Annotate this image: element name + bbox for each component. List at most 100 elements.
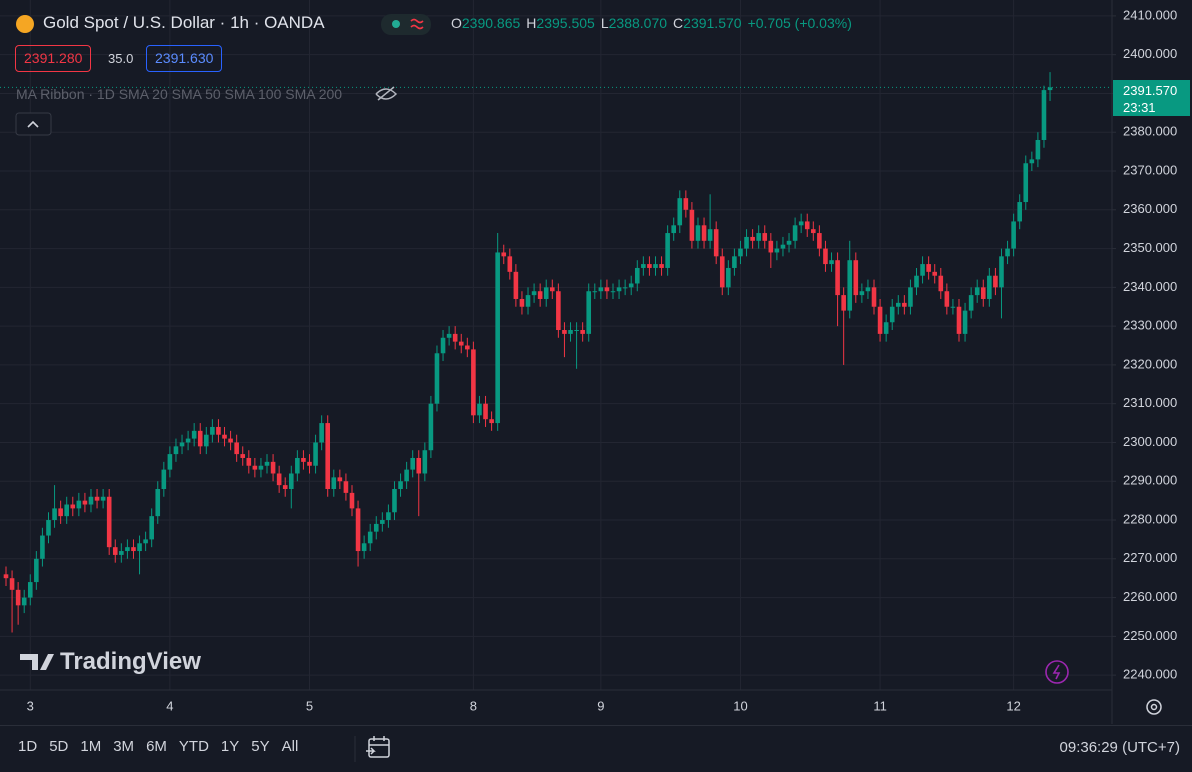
collapse-icon (27, 120, 39, 128)
range-button[interactable]: 3M (113, 738, 135, 755)
candle-body (950, 306, 956, 308)
candle-body (489, 419, 494, 424)
y-tick-label: 2340.000 (1123, 279, 1177, 294)
candle-body (610, 291, 616, 293)
candle-body (337, 477, 343, 482)
candle-body (628, 283, 634, 288)
candle-body (76, 500, 82, 509)
candle-body (665, 233, 670, 268)
candle-body (732, 256, 737, 268)
candle-body (3, 574, 9, 579)
candle-body (719, 256, 725, 288)
candle-body (1047, 87, 1053, 91)
candle-body (695, 225, 701, 241)
clock: 09:36:29 (UTC+7) (1059, 739, 1180, 756)
candle-body (513, 271, 519, 299)
candle-body (185, 438, 191, 443)
date-range-icon (366, 736, 389, 755)
candle-body (1017, 202, 1022, 222)
candle-body (847, 260, 853, 311)
candle-body (726, 267, 731, 288)
candle-body (94, 496, 100, 501)
candle-body (380, 520, 385, 524)
candle-body (604, 287, 610, 292)
y-tick-label: 2290.000 (1123, 473, 1177, 488)
change: +0.705 (+0.03%) (747, 15, 852, 31)
candle-body (647, 264, 652, 268)
spread: 35.0 (108, 51, 134, 66)
logo-icon (20, 654, 54, 670)
range-button[interactable]: 1D (18, 738, 38, 755)
candle-body (871, 287, 877, 307)
candle-body (137, 543, 142, 552)
candle-body (234, 442, 239, 455)
sell-price[interactable]: 2391.280 (15, 45, 92, 72)
settings-icon (1150, 703, 1158, 711)
candle-body (495, 252, 500, 424)
settings-button[interactable] (1146, 699, 1162, 715)
candle-body (889, 306, 895, 323)
y-tick-label: 2380.000 (1123, 124, 1177, 139)
candle-body (155, 489, 161, 517)
date-range-button[interactable] (368, 738, 390, 758)
candle-body (993, 275, 998, 288)
candle-body (713, 229, 719, 257)
range-button[interactable]: 1M (80, 738, 102, 755)
status-pill[interactable] (381, 14, 431, 35)
candle-body (786, 240, 792, 245)
collapse-button[interactable] (15, 112, 52, 136)
candle-body (228, 438, 233, 443)
candle-body (222, 434, 227, 439)
range-button[interactable]: 5Y (251, 738, 270, 755)
ohlc-readout: O 2390.865 H 2395.505 L 2388.070 C 2391.570 … (451, 15, 858, 31)
candle-body (616, 287, 622, 292)
y-tick-label: 2270.000 (1123, 550, 1177, 565)
range-button[interactable]: All (281, 738, 299, 755)
candle-body (301, 457, 306, 462)
candle-body (119, 551, 124, 555)
range-button[interactable]: 5D (49, 738, 69, 755)
candle-body (580, 330, 585, 334)
y-tick-label: 2260.000 (1123, 589, 1177, 604)
candle-body (902, 302, 907, 307)
candle-body (853, 260, 859, 296)
candle-body (82, 500, 88, 505)
x-tick-label: 11 (873, 698, 887, 713)
candle-body (343, 481, 349, 493)
range-button[interactable]: YTD (178, 738, 209, 755)
buy-price[interactable]: 2391.630 (146, 45, 223, 72)
candle-body (543, 287, 549, 299)
y-tick-label: 2300.000 (1123, 434, 1177, 449)
candle-body (1005, 248, 1010, 257)
ohlc-key: O (451, 15, 462, 31)
alert-button[interactable] (1045, 660, 1069, 684)
candle-body (1041, 90, 1047, 140)
candle-body (410, 457, 415, 470)
range-button[interactable]: 1Y (220, 738, 240, 755)
candle-body (143, 539, 148, 544)
candle-body (574, 330, 579, 332)
candle-body (841, 295, 846, 311)
candle-body (817, 233, 822, 249)
candle-body (477, 403, 482, 416)
y-tick-label: 2350.000 (1123, 240, 1177, 255)
candle-body (501, 252, 507, 257)
logo: TradingView (60, 648, 201, 675)
hide-icon[interactable] (375, 86, 398, 101)
last-price-label: 2391.570 23:31 (1113, 80, 1190, 116)
candle-body (883, 322, 889, 334)
candle-body (58, 508, 63, 517)
x-tick-label: 8 (470, 698, 477, 713)
range-button[interactable]: 6M (146, 738, 167, 755)
candle-body (34, 558, 39, 583)
candle-body (288, 473, 294, 490)
candle-body (161, 469, 167, 490)
status-dot (392, 20, 400, 28)
candle-body (550, 287, 555, 292)
candle-body (519, 298, 525, 307)
indicator-legend[interactable]: MA Ribbon · 1D SMA 20 SMA 50 SMA 100 SMA… (16, 86, 343, 102)
candle-body (258, 465, 264, 470)
candle-body (46, 520, 51, 536)
candle-body (428, 403, 434, 451)
